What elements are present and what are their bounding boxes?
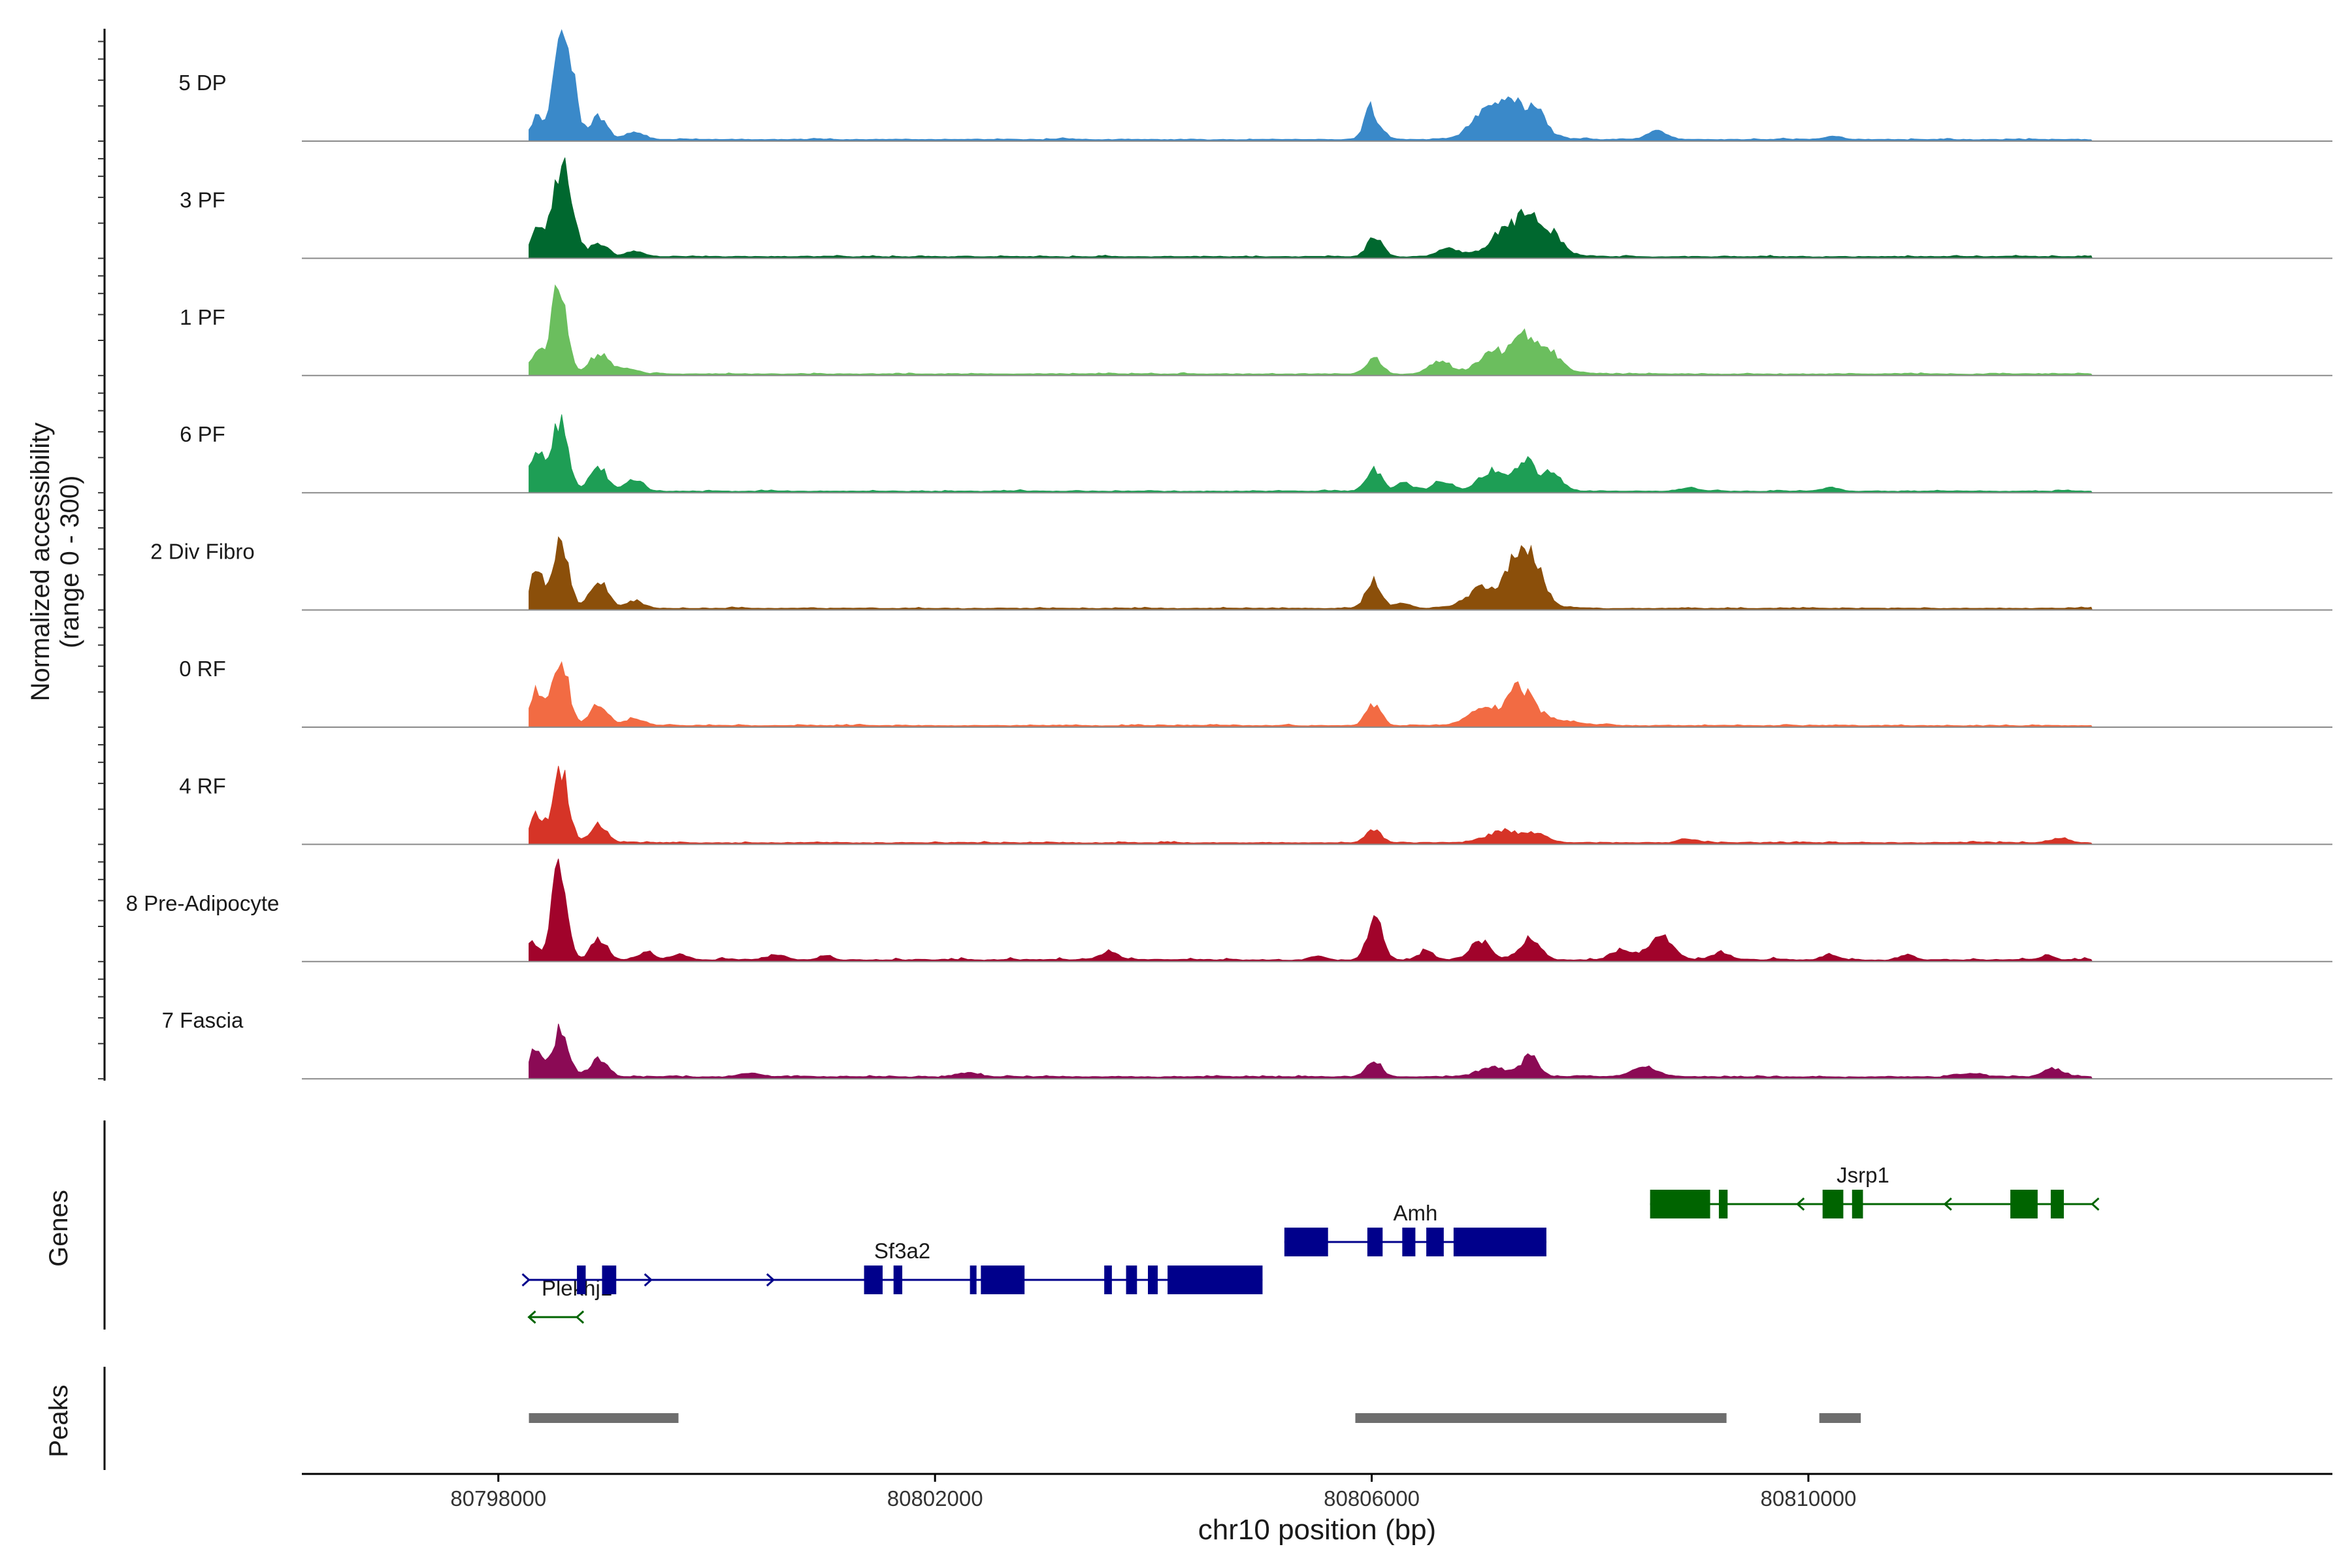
gene-sf3a2: Sf3a2 — [521, 1239, 1263, 1294]
tracks-y-axis — [98, 29, 106, 1081]
track: 8 Pre-Adipocyte — [126, 858, 2332, 962]
genes-panel: Plekhj1 Sf3a2 Amh Jsrp1 — [103, 1120, 2100, 1330]
gene-exon — [1126, 1266, 1137, 1294]
x-axis-title: chr10 position (bp) — [1198, 1514, 1436, 1546]
coverage-area — [529, 284, 2093, 376]
gene-plekhj1: Plekhj1 — [527, 1276, 612, 1324]
strand-chevron — [1943, 1197, 1952, 1211]
strand-chevron — [521, 1273, 531, 1287]
track-label: 1 PF — [180, 305, 225, 329]
track-label: 7 Fascia — [162, 1008, 244, 1032]
strand-chevron — [2091, 1197, 2100, 1211]
track-label: 5 DP — [178, 71, 226, 95]
gene-jsrp1: Jsrp1 — [1650, 1163, 2100, 1218]
x-tick-label: 80810000 — [1761, 1486, 1857, 1511]
genes-panel-title: Genes — [44, 1190, 73, 1267]
gene-label: Amh — [1393, 1201, 1437, 1225]
peak-region — [529, 1413, 679, 1423]
x-tick-label: 80806000 — [1324, 1486, 1420, 1511]
gene-exon — [1402, 1228, 1416, 1256]
coverage-area — [529, 661, 2093, 728]
gene-exon — [1718, 1190, 1728, 1218]
gene-exon — [1284, 1228, 1328, 1256]
gene-label: Sf3a2 — [874, 1239, 930, 1263]
gene-exon — [981, 1266, 1025, 1294]
strand-chevron — [527, 1310, 536, 1324]
y-axis-title-line1: Normalized accessibility — [26, 423, 55, 702]
x-tick-label: 80802000 — [887, 1486, 983, 1511]
track: 1 PF — [180, 284, 2332, 376]
track: 6 PF — [180, 414, 2332, 494]
gene-exon — [1148, 1266, 1158, 1294]
x-axis: 80798000 80802000 80806000 80810000 — [302, 1473, 2332, 1511]
track: 0 RF — [179, 657, 2332, 728]
coverage-area — [529, 29, 2093, 142]
gene-exon — [864, 1266, 883, 1294]
gene-exon — [893, 1266, 903, 1294]
track: 2 Div Fibro — [150, 536, 2332, 611]
track: 5 DP — [178, 29, 2332, 142]
peak-region — [1819, 1413, 1861, 1423]
track: 4 RF — [179, 766, 2332, 845]
peaks-panel — [103, 1367, 1861, 1470]
strand-chevron — [575, 1310, 585, 1324]
track-label: 4 RF — [179, 774, 226, 798]
coverage-area — [529, 1023, 2093, 1079]
track-label: 6 PF — [180, 422, 225, 446]
coverage-area — [529, 157, 2093, 259]
peaks-panel-title: Peaks — [44, 1384, 73, 1457]
track-label: 3 PF — [180, 188, 225, 212]
gene-exon — [970, 1266, 977, 1294]
gene-exon — [2050, 1190, 2064, 1218]
track-label: 2 Div Fibro — [150, 540, 255, 564]
coverage-area — [529, 536, 2093, 611]
gene-exon — [602, 1266, 617, 1294]
x-tick-label: 80798000 — [450, 1486, 546, 1511]
track: 7 Fascia — [162, 1008, 2332, 1080]
track-label: 0 RF — [179, 657, 226, 681]
strand-chevron — [1795, 1197, 1805, 1211]
track-label: 8 Pre-Adipocyte — [126, 891, 280, 915]
strand-chevron — [766, 1273, 776, 1287]
gene-exon — [1852, 1190, 1863, 1218]
strand-chevron — [644, 1273, 653, 1287]
gene-amh: Amh — [1284, 1201, 1546, 1256]
gene-exon — [1650, 1190, 1710, 1218]
peak-region — [1355, 1413, 1727, 1423]
gene-exon — [1453, 1228, 1546, 1256]
coverage-area — [529, 414, 2093, 493]
accessibility-tracks: 5 DP 3 PF 1 PF 6 PF 2 Div Fibro 0 RF 4 RF 8 Pre… — [98, 29, 2332, 1081]
gene-exon — [1367, 1228, 1383, 1256]
gene-label: Jsrp1 — [1837, 1163, 1889, 1187]
gene-exon — [1104, 1266, 1112, 1294]
gene-exon — [577, 1266, 586, 1294]
coverage-area — [529, 858, 2093, 962]
track: 3 PF — [180, 157, 2332, 259]
gene-exon — [1168, 1266, 1263, 1294]
gene-exon — [2010, 1190, 2038, 1218]
gene-exon — [1426, 1228, 1444, 1256]
gene-exon — [1822, 1190, 1844, 1218]
coverage-area — [529, 766, 2093, 845]
y-axis-title-line2: (range 0 - 300) — [56, 476, 84, 649]
